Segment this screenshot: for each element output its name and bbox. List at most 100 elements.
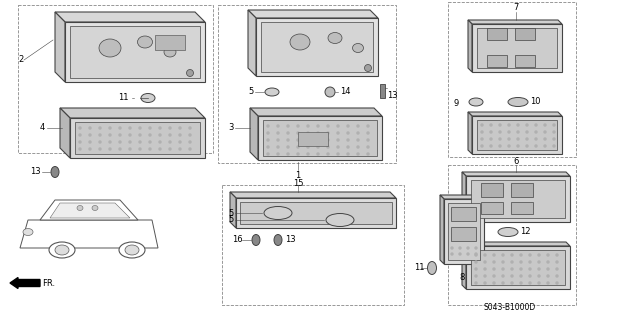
Ellipse shape [138,127,141,130]
Ellipse shape [556,254,559,256]
Ellipse shape [490,137,493,140]
Ellipse shape [529,268,531,271]
Text: 11: 11 [118,93,129,101]
Ellipse shape [534,145,538,147]
Bar [298,132,328,146]
Ellipse shape [148,127,152,130]
Text: 13: 13 [285,235,296,244]
Ellipse shape [511,275,513,278]
Ellipse shape [23,228,33,235]
Ellipse shape [307,138,310,142]
Ellipse shape [346,145,349,149]
Ellipse shape [534,130,538,133]
Ellipse shape [493,275,495,278]
Ellipse shape [499,130,502,133]
Ellipse shape [556,261,559,263]
Ellipse shape [356,138,360,142]
Ellipse shape [516,145,520,147]
Ellipse shape [367,138,369,142]
Text: 2: 2 [18,56,23,64]
Ellipse shape [265,88,279,96]
Ellipse shape [118,127,122,130]
Ellipse shape [168,133,172,137]
Ellipse shape [474,261,477,263]
Polygon shape [70,26,200,78]
Ellipse shape [552,145,556,147]
Ellipse shape [346,138,349,142]
Ellipse shape [129,133,131,137]
Bar [515,28,535,40]
Text: 4: 4 [40,123,45,132]
Polygon shape [462,172,466,222]
Ellipse shape [356,152,360,155]
Ellipse shape [287,131,289,135]
Polygon shape [440,195,444,264]
Ellipse shape [481,145,483,147]
Ellipse shape [481,130,483,133]
Ellipse shape [266,131,269,135]
Bar [515,55,535,67]
Ellipse shape [264,206,292,219]
Ellipse shape [511,281,513,285]
Ellipse shape [148,133,152,137]
Ellipse shape [529,254,531,256]
Ellipse shape [502,268,504,271]
Ellipse shape [88,133,92,137]
Ellipse shape [79,133,81,137]
Polygon shape [472,24,562,72]
Ellipse shape [290,34,310,50]
Ellipse shape [326,131,330,135]
Bar [222,185,404,305]
Ellipse shape [367,124,369,128]
Text: 3: 3 [228,123,234,132]
Polygon shape [468,112,472,154]
Ellipse shape [498,227,518,236]
Ellipse shape [483,254,486,256]
Ellipse shape [276,152,280,155]
Ellipse shape [99,147,102,151]
Bar [448,165,576,305]
Ellipse shape [276,124,280,128]
Polygon shape [230,192,236,228]
Ellipse shape [346,131,349,135]
Ellipse shape [189,140,191,144]
Ellipse shape [317,152,319,155]
Text: 11: 11 [414,263,424,272]
Ellipse shape [79,147,81,151]
Ellipse shape [511,261,513,263]
Ellipse shape [79,127,81,130]
Ellipse shape [511,268,513,271]
Ellipse shape [547,261,550,263]
Ellipse shape [556,281,559,285]
Ellipse shape [543,123,547,127]
Ellipse shape [109,140,111,144]
Text: S043-B1000D: S043-B1000D [484,303,536,313]
Ellipse shape [252,234,260,246]
Ellipse shape [529,281,531,285]
Ellipse shape [138,133,141,137]
Ellipse shape [307,145,310,149]
Ellipse shape [99,39,121,57]
Ellipse shape [353,43,364,53]
Ellipse shape [525,130,529,133]
Polygon shape [263,120,377,156]
Ellipse shape [367,131,369,135]
Ellipse shape [168,140,172,144]
Bar [481,202,503,214]
Ellipse shape [296,131,300,135]
Ellipse shape [109,147,111,151]
Bar [448,2,576,157]
Ellipse shape [164,47,176,57]
Ellipse shape [88,147,92,151]
Polygon shape [462,172,570,176]
Ellipse shape [296,145,300,149]
Ellipse shape [328,33,342,43]
Ellipse shape [534,123,538,127]
Polygon shape [250,108,382,116]
Ellipse shape [326,145,330,149]
Text: 16: 16 [232,235,243,244]
Ellipse shape [556,275,559,278]
Ellipse shape [296,124,300,128]
Polygon shape [250,108,258,160]
Polygon shape [258,116,382,160]
